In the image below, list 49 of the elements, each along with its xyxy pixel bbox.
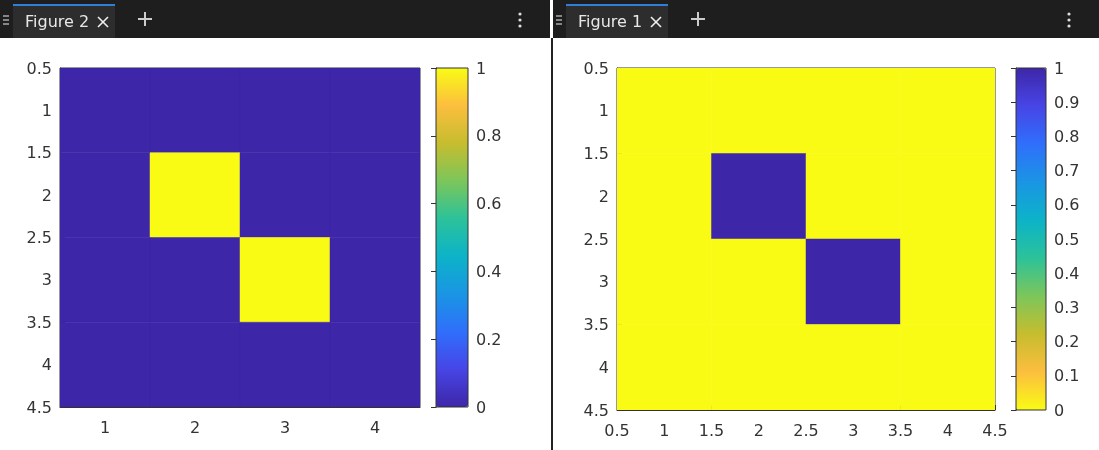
y-tick-label: 3.5 bbox=[583, 315, 609, 334]
x-tick-label: 3 bbox=[848, 420, 859, 440]
x-tick-label: 4 bbox=[369, 417, 381, 437]
y-tick-label: 0.5 bbox=[26, 58, 52, 78]
y-tick-label: 3.5 bbox=[26, 312, 52, 332]
color-bar-label: 0.8 bbox=[476, 126, 502, 146]
color-bar-label: 0 bbox=[476, 397, 487, 417]
color-bar-label: 0.9 bbox=[1054, 92, 1080, 112]
y-tick-label: 4.5 bbox=[583, 400, 609, 420]
color-bar-label: 0.3 bbox=[1054, 297, 1080, 317]
y-tick-label: 1.5 bbox=[26, 143, 52, 163]
chart-title: Figure 1 bbox=[578, 11, 643, 33]
x-tick-label: 2 bbox=[753, 420, 764, 440]
color-bar-label: 0.5 bbox=[1054, 229, 1080, 249]
color-bar-label: 0.8 bbox=[1054, 126, 1080, 146]
y-tick-label: 1 bbox=[598, 101, 609, 121]
y-tick-label: 4.5 bbox=[26, 397, 52, 417]
x-tick-label: 3 bbox=[279, 417, 291, 437]
color-bar-label: 0.4 bbox=[476, 261, 502, 281]
color-bar-label: 1 bbox=[476, 58, 487, 78]
x-tick-label: 4.5 bbox=[982, 420, 1008, 440]
y-tick-label: 4 bbox=[598, 357, 609, 377]
color-bar-label: 0.2 bbox=[476, 329, 502, 349]
chart-title: Figure 2 bbox=[25, 11, 90, 33]
color-bar-label: 0 bbox=[1054, 400, 1065, 420]
color-bar-label: 0.1 bbox=[1054, 366, 1080, 386]
y-tick-label: 2.5 bbox=[26, 228, 52, 247]
y-tick-label: 1.5 bbox=[583, 144, 609, 163]
color-bar-label: 0.6 bbox=[1054, 195, 1080, 215]
color-bar-label: 1 bbox=[1054, 58, 1065, 78]
x-tick-label: 1.5 bbox=[698, 420, 725, 440]
color-bar-label: 0.7 bbox=[1054, 161, 1080, 181]
y-tick-label: 2.5 bbox=[583, 229, 609, 249]
y-tick-label: 4 bbox=[41, 355, 52, 375]
y-tick-label: 2 bbox=[598, 186, 609, 206]
color-bar-label: 0.6 bbox=[476, 194, 502, 214]
x-tick-label: 2 bbox=[189, 417, 201, 437]
y-tick-label: 3 bbox=[41, 270, 52, 290]
x-tick-label: 1 bbox=[99, 417, 111, 437]
x-tick-label: 3.5 bbox=[887, 420, 914, 440]
color-bar-label: 0.4 bbox=[1054, 263, 1080, 283]
y-tick-label: 0.5 bbox=[583, 58, 609, 78]
y-tick-label: 3 bbox=[598, 272, 609, 292]
y-tick-label: 2 bbox=[41, 185, 52, 205]
x-tick-label: 1 bbox=[659, 420, 670, 440]
x-tick-label: 2.5 bbox=[793, 420, 819, 440]
y-tick-label: 1 bbox=[41, 100, 52, 120]
x-tick-label: 4 bbox=[942, 420, 953, 440]
color-bar-label: 0.2 bbox=[1054, 332, 1080, 352]
